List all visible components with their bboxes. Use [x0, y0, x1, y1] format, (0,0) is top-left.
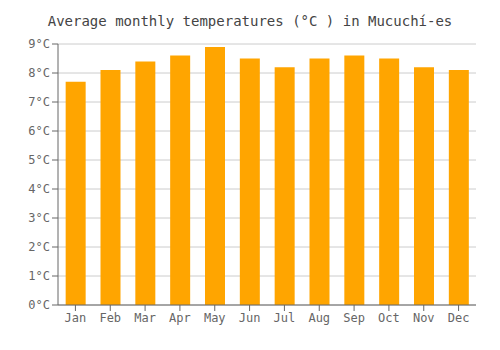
svg-text:0°C: 0°C	[28, 298, 50, 312]
svg-text:Jul: Jul	[274, 311, 296, 325]
svg-text:6°C: 6°C	[28, 124, 50, 138]
svg-text:Jun: Jun	[239, 311, 261, 325]
svg-text:8°C: 8°C	[28, 66, 50, 80]
svg-text:May: May	[204, 311, 226, 325]
svg-text:3°C: 3°C	[28, 211, 50, 225]
svg-text:Aug: Aug	[308, 311, 330, 325]
svg-text:Apr: Apr	[169, 311, 191, 325]
svg-text:Nov: Nov	[413, 311, 435, 325]
svg-text:5°C: 5°C	[28, 153, 50, 167]
html-text:Average monthly temperatures (: Average monthly temperatures (°C ) in Mu…	[47, 13, 453, 29]
svg-text:Sep: Sep	[343, 311, 365, 325]
svg-text:Dec: Dec	[448, 311, 470, 325]
svg-text:Mar: Mar	[134, 311, 156, 325]
svg-text:Feb: Feb	[99, 311, 121, 325]
svg-text:4°C: 4°C	[28, 182, 50, 196]
svg-text:Oct: Oct	[378, 311, 400, 325]
svg-text:2°C: 2°C	[28, 240, 50, 254]
svg-text:9°C: 9°C	[28, 37, 50, 51]
svg-text:Jan: Jan	[65, 311, 87, 325]
svg-text:7°C: 7°C	[28, 95, 50, 109]
svg-text:1°C: 1°C	[28, 269, 50, 283]
